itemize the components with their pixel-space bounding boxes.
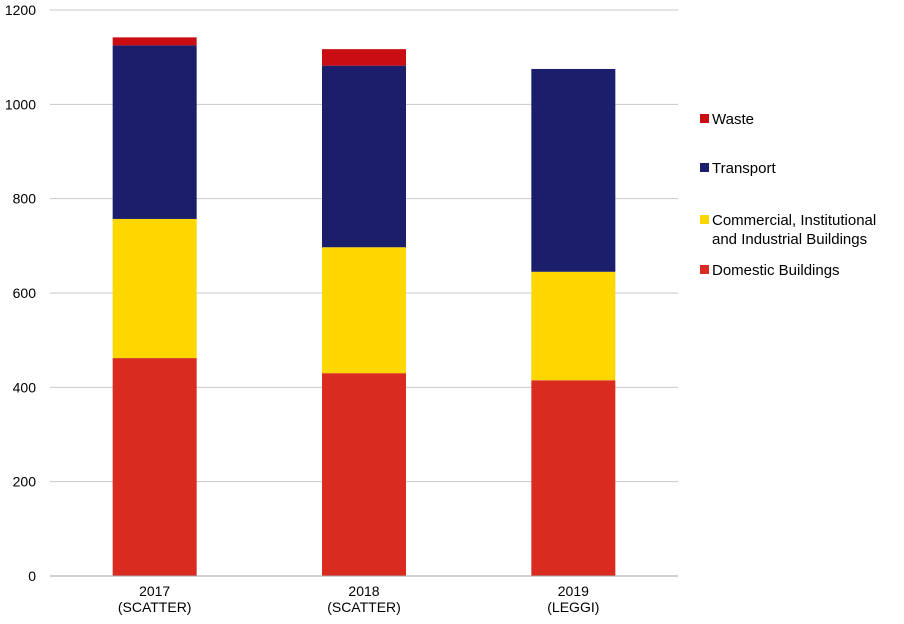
y-tick-label: 200 xyxy=(13,474,37,490)
y-tick-label: 0 xyxy=(28,568,36,584)
y-tick-label: 400 xyxy=(13,379,37,395)
bar-segment xyxy=(531,68,616,272)
x-tick-label: 2019 (LEGGI) xyxy=(547,583,599,615)
y-tick-label: 1000 xyxy=(5,96,36,112)
bar-segment xyxy=(531,380,616,576)
legend-label: Transport xyxy=(712,160,776,177)
bar-segment xyxy=(322,373,406,576)
bar-segment xyxy=(112,45,197,219)
bar-segment xyxy=(112,37,197,46)
x-tick-label: 2017 (SCATTER) xyxy=(118,583,192,615)
x-tick-label: 2018 (SCATTER) xyxy=(327,583,401,615)
bar-segment xyxy=(112,218,197,359)
legend: Waste Transport Commercial, Institutional a… xyxy=(700,111,876,279)
bars xyxy=(112,37,616,576)
y-tick-label: 600 xyxy=(13,285,37,301)
bar-segment xyxy=(322,49,406,66)
legend-label: Waste xyxy=(712,111,754,128)
legend-swatch xyxy=(700,265,709,274)
y-tick-label: 1200 xyxy=(5,2,36,18)
bar-segment xyxy=(531,271,616,381)
bar-segment xyxy=(112,358,197,576)
x-axis: 2017 (SCATTER) 2018 (SCATTER) 2019 (LEGGI) xyxy=(50,575,678,615)
y-tick-label: 800 xyxy=(13,191,37,207)
bar-segment xyxy=(322,65,406,248)
y-axis: 0 200 400 600 800 1000 1200 xyxy=(5,2,36,584)
legend-swatch xyxy=(700,163,709,172)
legend-swatch xyxy=(700,215,709,224)
legend-label: Commercial, Institutional and Industrial … xyxy=(712,212,876,248)
legend-swatch xyxy=(700,114,709,123)
bar-segment xyxy=(322,247,406,374)
legend-label: Domestic Buildings xyxy=(712,262,840,279)
